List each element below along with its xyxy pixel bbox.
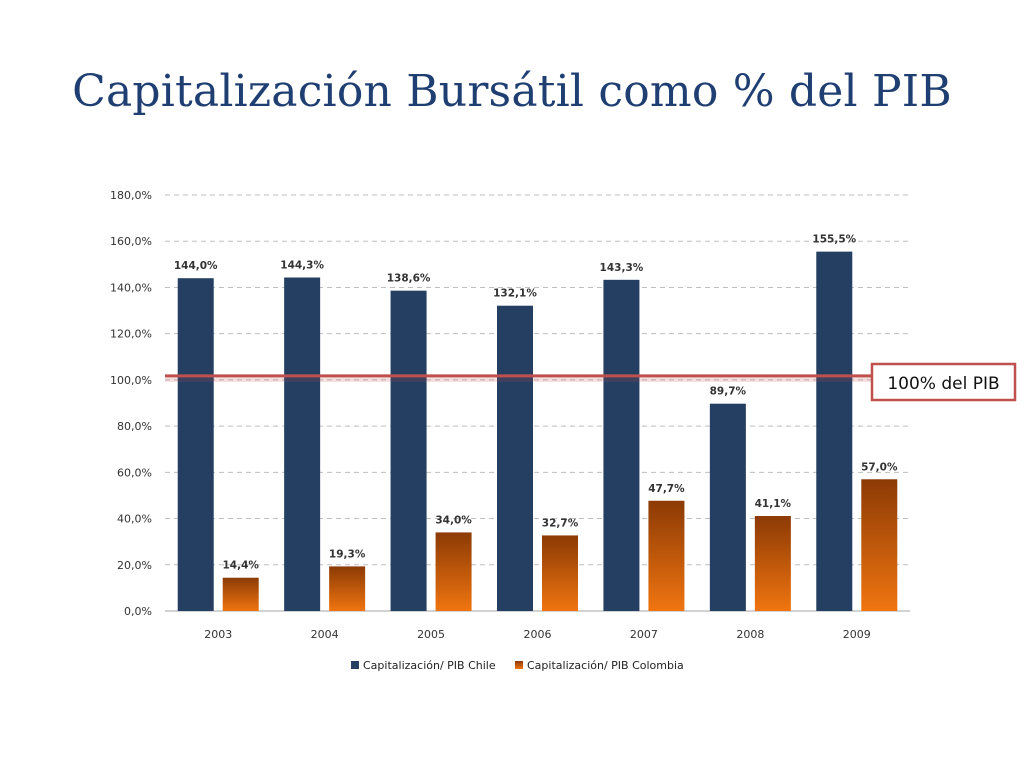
data-label-chile: 89,7% [710,386,747,398]
y-tick-label: 180,0% [110,189,152,202]
y-tick-label: 140,0% [110,281,152,294]
data-label-colombia: 41,1% [755,498,792,510]
bar-colombia [861,479,898,611]
legend-item-colombia: Capitalización/ PIB Colombia [515,659,684,672]
x-tick-label: 2007 [630,628,658,641]
data-label-chile: 138,6% [387,273,431,285]
legend-swatch [515,661,523,669]
legend-label: Capitalización/ PIB Colombia [527,659,684,672]
x-axis: 2003 2004 2005 2006 2007 2008 2009 [204,628,871,641]
bar-chile [709,403,746,611]
data-label-chile: 132,1% [493,288,537,300]
y-tick-label: 160,0% [110,235,152,248]
x-tick-label: 2005 [417,628,445,641]
bar-chile [177,278,214,611]
reference-line-group: 100% del PIB [165,362,1017,402]
legend-label: Capitalización/ PIB Chile [363,659,496,672]
gridlines [165,194,910,566]
y-tick-label: 100,0% [110,374,152,387]
data-label-chile: 144,3% [280,260,324,272]
legend: Capitalización/ PIB Chile Capitalización/… [351,659,684,672]
data-label-colombia: 14,4% [222,560,259,572]
data-label-chile: 155,5% [812,234,856,246]
x-tick-label: 2003 [204,628,232,641]
reference-line-glow [165,374,914,382]
y-tick-label: 40,0% [117,513,152,526]
data-label-colombia: 32,7% [542,517,579,529]
y-tick-label: 80,0% [117,420,152,433]
bars: 144,0% 14,4% 144,3% 19,3% 138,6% 34,0% 132,1% 3… [174,234,898,611]
data-label-colombia: 19,3% [329,548,366,560]
x-tick-label: 2008 [736,628,764,641]
y-tick-label: 0,0% [124,605,152,618]
bar-colombia [648,500,685,611]
reference-callout-label: 100% del PIB [887,374,999,394]
bar-chile [390,290,427,611]
bar-chile [603,279,640,611]
data-label-colombia: 47,7% [648,483,685,495]
y-axis: 0,0% 20,0% 40,0% 60,0% 80,0% 100,0% 120,0% 140,… [110,189,152,618]
legend-item-chile: Capitalización/ PIB Chile [351,659,496,672]
x-tick-label: 2006 [524,628,552,641]
data-label-chile: 143,3% [600,262,644,274]
bar-colombia [542,535,578,611]
x-tick-label: 2004 [311,628,339,641]
bar-chile [816,251,853,611]
bar-chile [497,305,533,611]
reference-callout-box [870,362,1017,402]
y-tick-label: 20,0% [117,559,152,572]
y-tick-label: 120,0% [110,328,152,341]
x-tick-label: 2009 [843,628,871,641]
legend-swatch [351,661,359,669]
data-label-chile: 144,0% [174,260,218,272]
data-label-colombia: 34,0% [435,514,472,526]
page-title: Capitalización Bursátil como % del PIB [72,66,952,117]
bar-colombia [754,516,791,611]
bar-colombia [435,532,472,611]
data-label-colombia: 57,0% [861,461,898,473]
bar-colombia [329,566,366,611]
bar-chile [284,277,321,611]
bar-colombia [222,577,259,611]
y-tick-label: 60,0% [117,466,152,479]
